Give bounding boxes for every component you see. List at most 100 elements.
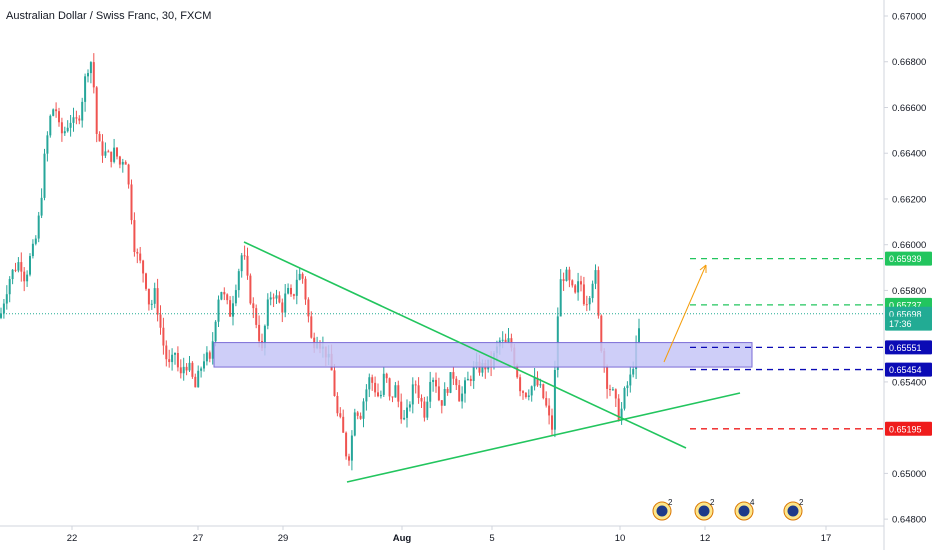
candle-body bbox=[290, 287, 292, 295]
candle-body bbox=[46, 135, 49, 154]
projection-arrow[interactable] bbox=[663, 264, 707, 363]
candle-body bbox=[574, 285, 577, 293]
candle-body bbox=[55, 109, 58, 112]
candle-body bbox=[301, 273, 304, 279]
candle-body bbox=[188, 362, 191, 371]
candle-body bbox=[507, 338, 510, 343]
candle-body bbox=[542, 384, 545, 399]
x-tick-label: 17 bbox=[821, 533, 832, 544]
price-label: 0.65939 bbox=[889, 254, 922, 264]
candle-body bbox=[258, 324, 261, 341]
candle-body bbox=[336, 395, 339, 414]
candle-body bbox=[397, 385, 400, 402]
candle-body bbox=[249, 275, 252, 304]
candle-body bbox=[284, 293, 287, 313]
candle-body bbox=[226, 294, 229, 301]
candle-body bbox=[176, 353, 179, 368]
candle-body bbox=[255, 308, 258, 325]
candle-body bbox=[391, 396, 394, 398]
candle-body bbox=[205, 352, 208, 362]
candle-body bbox=[403, 417, 406, 420]
candle-body bbox=[8, 279, 11, 295]
candle-body bbox=[179, 367, 182, 374]
candle-body bbox=[400, 401, 403, 420]
candle-body bbox=[275, 295, 278, 299]
candle-body bbox=[516, 365, 519, 378]
candle-body bbox=[191, 362, 194, 377]
candle-body bbox=[304, 278, 307, 300]
price-label: 0.65551 bbox=[889, 343, 922, 353]
candle-body bbox=[234, 290, 237, 304]
candle-body bbox=[394, 385, 397, 398]
candle-body bbox=[43, 153, 46, 198]
candle-body bbox=[124, 161, 127, 165]
candle-body bbox=[464, 380, 466, 394]
candle-body bbox=[272, 297, 275, 299]
trendline-lower[interactable] bbox=[346, 392, 741, 483]
candle-body bbox=[524, 392, 527, 397]
candle-body bbox=[0, 313, 2, 318]
candle-body bbox=[197, 370, 200, 388]
candle-body bbox=[458, 385, 461, 402]
candle-body bbox=[606, 366, 609, 389]
candle-body bbox=[623, 388, 626, 409]
candle-body bbox=[136, 251, 139, 254]
x-tick-label: Aug bbox=[393, 533, 412, 544]
candle-body bbox=[200, 368, 203, 371]
candle-body bbox=[582, 284, 585, 305]
candle-body bbox=[356, 412, 359, 416]
y-tick-label: 0.64800 bbox=[892, 515, 926, 526]
candle-body bbox=[339, 413, 342, 417]
candle-body bbox=[60, 122, 63, 134]
candle-body bbox=[252, 303, 255, 309]
candle-body bbox=[263, 325, 266, 349]
candle-body bbox=[211, 341, 214, 359]
candle-body bbox=[75, 117, 78, 119]
candle-body bbox=[426, 401, 429, 418]
candle-body bbox=[545, 398, 548, 406]
candle-body bbox=[307, 299, 310, 317]
candle-body bbox=[432, 379, 435, 382]
event-flag-inner bbox=[787, 505, 799, 517]
candle-body bbox=[130, 184, 133, 221]
candle-body bbox=[382, 373, 385, 395]
candle-body bbox=[214, 321, 217, 342]
candle-body bbox=[530, 386, 533, 396]
candle-body bbox=[95, 87, 98, 134]
candle-body bbox=[429, 381, 432, 402]
candle-body bbox=[243, 255, 246, 257]
candle-body bbox=[565, 269, 568, 281]
candle-body bbox=[116, 147, 118, 157]
candle-body bbox=[527, 395, 530, 397]
candle-body bbox=[11, 269, 14, 280]
candle-body bbox=[632, 369, 635, 375]
candle-body bbox=[577, 281, 580, 293]
candle-body bbox=[23, 271, 26, 282]
candle-body bbox=[113, 147, 116, 162]
candle-body bbox=[92, 62, 95, 88]
candle-body bbox=[553, 370, 556, 430]
event-count: 2 bbox=[668, 498, 673, 507]
price-label-bg bbox=[885, 421, 932, 436]
candle-body bbox=[98, 133, 101, 142]
candle-body bbox=[182, 366, 185, 374]
candle-body bbox=[461, 393, 464, 402]
y-tick-label: 0.66000 bbox=[892, 240, 926, 251]
candle-body bbox=[162, 327, 165, 346]
y-tick-label: 0.66200 bbox=[892, 194, 926, 205]
candle-body bbox=[638, 328, 640, 343]
candle-body bbox=[365, 389, 368, 402]
candle-body bbox=[208, 352, 211, 359]
y-tick-label: 0.65800 bbox=[892, 286, 926, 297]
support-zone[interactable] bbox=[213, 342, 753, 368]
candle-body bbox=[411, 384, 414, 405]
candle-body bbox=[147, 288, 150, 305]
price-label: 0.65195 bbox=[889, 424, 922, 434]
trendline-upper[interactable] bbox=[243, 241, 687, 449]
candle-body bbox=[408, 404, 411, 408]
candle-body bbox=[611, 389, 614, 391]
candle-body bbox=[165, 345, 168, 360]
y-tick-label: 0.67000 bbox=[892, 12, 926, 23]
candle-body bbox=[614, 389, 617, 399]
